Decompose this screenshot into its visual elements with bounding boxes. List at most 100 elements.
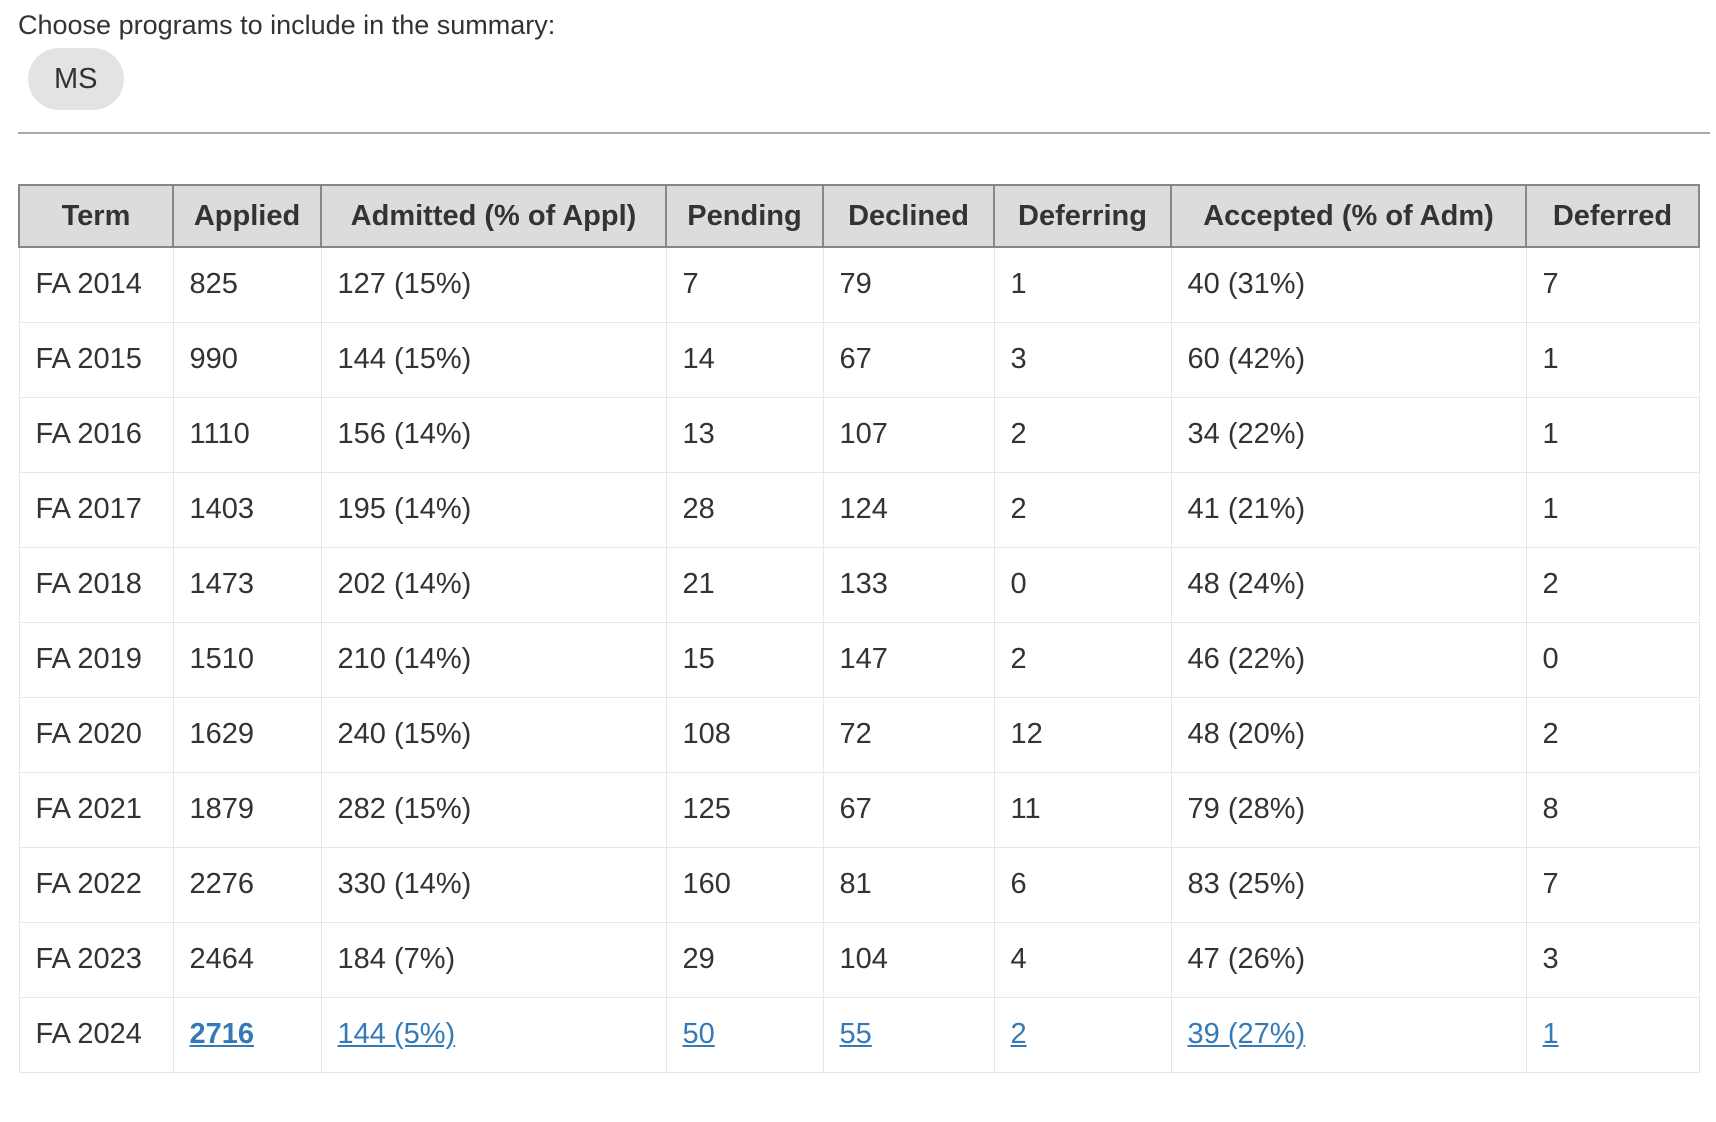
cell-term: FA 2014	[18, 246, 174, 323]
cell-deferred: 2	[1525, 546, 1700, 623]
cell-accepted: 48 (20%)	[1170, 696, 1527, 773]
cell-accepted: 47 (26%)	[1170, 921, 1527, 998]
cell-deferring: 0	[993, 546, 1172, 623]
admissions-table: Term Applied Admitted (% of Appl) Pending De…	[18, 184, 1700, 1073]
cell-applied: 1110	[172, 396, 322, 473]
cell-deferring: 11	[993, 771, 1172, 848]
column-header-applied: Applied	[172, 184, 322, 248]
cell-pending: 14	[665, 321, 824, 398]
cell-pending: 108	[665, 696, 824, 773]
cell-deferring: 6	[993, 846, 1172, 923]
cell-term: FA 2019	[18, 621, 174, 698]
cell-admitted: 240 (15%)	[320, 696, 667, 773]
table-row: FA 2019 1510 210 (14%) 15 147 2 46 (22%) 0	[18, 621, 1700, 698]
cell-term: FA 2023	[18, 921, 174, 998]
cell-declined: 72	[822, 696, 995, 773]
cell-pending: 160	[665, 846, 824, 923]
cell-deferred: 1	[1525, 471, 1700, 548]
cell-declined: 147	[822, 621, 995, 698]
cell-applied: 1510	[172, 621, 322, 698]
table-row: FA 2014 825 127 (15%) 7 79 1 40 (31%) 7	[18, 246, 1700, 323]
cell-pending: 7	[665, 246, 824, 323]
cell-link-deferred[interactable]: 1	[1542, 1018, 1559, 1050]
program-pill-row: MS	[18, 48, 1716, 112]
cell-deferred: 1	[1525, 396, 1700, 473]
cell-deferred: 7	[1525, 246, 1700, 323]
cell-accepted: 48 (24%)	[1170, 546, 1527, 623]
cell-admitted: 195 (14%)	[320, 471, 667, 548]
cell-applied: 1403	[172, 471, 322, 548]
header-row: Term Applied Admitted (% of Appl) Pending De…	[18, 184, 1700, 248]
cell-link-pending[interactable]: 50	[682, 1018, 715, 1050]
divider	[18, 132, 1710, 134]
cell-deferred: 0	[1525, 621, 1700, 698]
column-header-accepted: Accepted (% of Adm)	[1170, 184, 1527, 248]
table-head: Term Applied Admitted (% of Appl) Pending De…	[18, 184, 1700, 248]
program-pill-ms[interactable]: MS	[28, 48, 124, 110]
cell-link-deferring[interactable]: 2	[1010, 1018, 1027, 1050]
cell-pending: 29	[665, 921, 824, 998]
cell-deferring: 2	[993, 396, 1172, 473]
cell-deferring: 3	[993, 321, 1172, 398]
cell-deferred: 7	[1525, 846, 1700, 923]
cell-declined: 55	[822, 996, 995, 1073]
cell-accepted: 40 (31%)	[1170, 246, 1527, 323]
cell-admitted: 202 (14%)	[320, 546, 667, 623]
cell-link-accepted[interactable]: 39 (27%)	[1187, 1018, 1306, 1050]
cell-declined: 81	[822, 846, 995, 923]
cell-deferring: 2	[993, 471, 1172, 548]
cell-pending: 21	[665, 546, 824, 623]
cell-deferred: 8	[1525, 771, 1700, 848]
cell-term: FA 2024	[18, 996, 174, 1073]
table-row: FA 2023 2464 184 (7%) 29 104 4 47 (26%) 3	[18, 921, 1700, 998]
cell-admitted: 210 (14%)	[320, 621, 667, 698]
cell-deferred: 1	[1525, 996, 1700, 1073]
cell-accepted: 83 (25%)	[1170, 846, 1527, 923]
cell-link-applied[interactable]: 2716	[189, 1018, 255, 1050]
table-row: FA 2020 1629 240 (15%) 108 72 12 48 (20%) 2	[18, 696, 1700, 773]
choose-programs-label: Choose programs to include in the summar…	[18, 10, 556, 40]
cell-applied: 2464	[172, 921, 322, 998]
cell-admitted: 144 (15%)	[320, 321, 667, 398]
cell-deferred: 1	[1525, 321, 1700, 398]
cell-pending: 13	[665, 396, 824, 473]
table-row: FA 2018 1473 202 (14%) 21 133 0 48 (24%) 2	[18, 546, 1700, 623]
cell-deferring: 4	[993, 921, 1172, 998]
cell-applied: 1879	[172, 771, 322, 848]
cell-applied: 1629	[172, 696, 322, 773]
table-row: FA 2015 990 144 (15%) 14 67 3 60 (42%) 1	[18, 321, 1700, 398]
cell-link-admitted[interactable]: 144 (5%)	[337, 1018, 456, 1050]
cell-declined: 67	[822, 771, 995, 848]
table-body: FA 2014 825 127 (15%) 7 79 1 40 (31%) 7 FA 2015 9…	[18, 246, 1700, 1073]
cell-admitted: 156 (14%)	[320, 396, 667, 473]
cell-admitted: 330 (14%)	[320, 846, 667, 923]
column-header-term: Term	[18, 184, 174, 248]
cell-applied: 2716	[172, 996, 322, 1073]
cell-term: FA 2021	[18, 771, 174, 848]
cell-deferred: 3	[1525, 921, 1700, 998]
cell-admitted: 282 (15%)	[320, 771, 667, 848]
cell-pending: 50	[665, 996, 824, 1073]
cell-declined: 67	[822, 321, 995, 398]
table-row: FA 2021 1879 282 (15%) 125 67 11 79 (28%) 8	[18, 771, 1700, 848]
cell-pending: 28	[665, 471, 824, 548]
cell-term: FA 2022	[18, 846, 174, 923]
cell-declined: 104	[822, 921, 995, 998]
cell-term: FA 2015	[18, 321, 174, 398]
table-row: FA 2017 1403 195 (14%) 28 124 2 41 (21%) 1	[18, 471, 1700, 548]
cell-link-declined[interactable]: 55	[839, 1018, 872, 1050]
table-row: FA 2022 2276 330 (14%) 160 81 6 83 (25%) 7	[18, 846, 1700, 923]
cell-admitted: 184 (7%)	[320, 921, 667, 998]
cell-accepted: 41 (21%)	[1170, 471, 1527, 548]
cell-deferring: 2	[993, 996, 1172, 1073]
cell-pending: 125	[665, 771, 824, 848]
cell-term: FA 2016	[18, 396, 174, 473]
cell-declined: 79	[822, 246, 995, 323]
cell-accepted: 60 (42%)	[1170, 321, 1527, 398]
cell-applied: 825	[172, 246, 322, 323]
cell-pending: 15	[665, 621, 824, 698]
cell-accepted: 34 (22%)	[1170, 396, 1527, 473]
cell-declined: 124	[822, 471, 995, 548]
table-row: FA 2024 2716 144 (5%) 50 55 2 39 (27%) 1	[18, 996, 1700, 1073]
column-header-pending: Pending	[665, 184, 824, 248]
